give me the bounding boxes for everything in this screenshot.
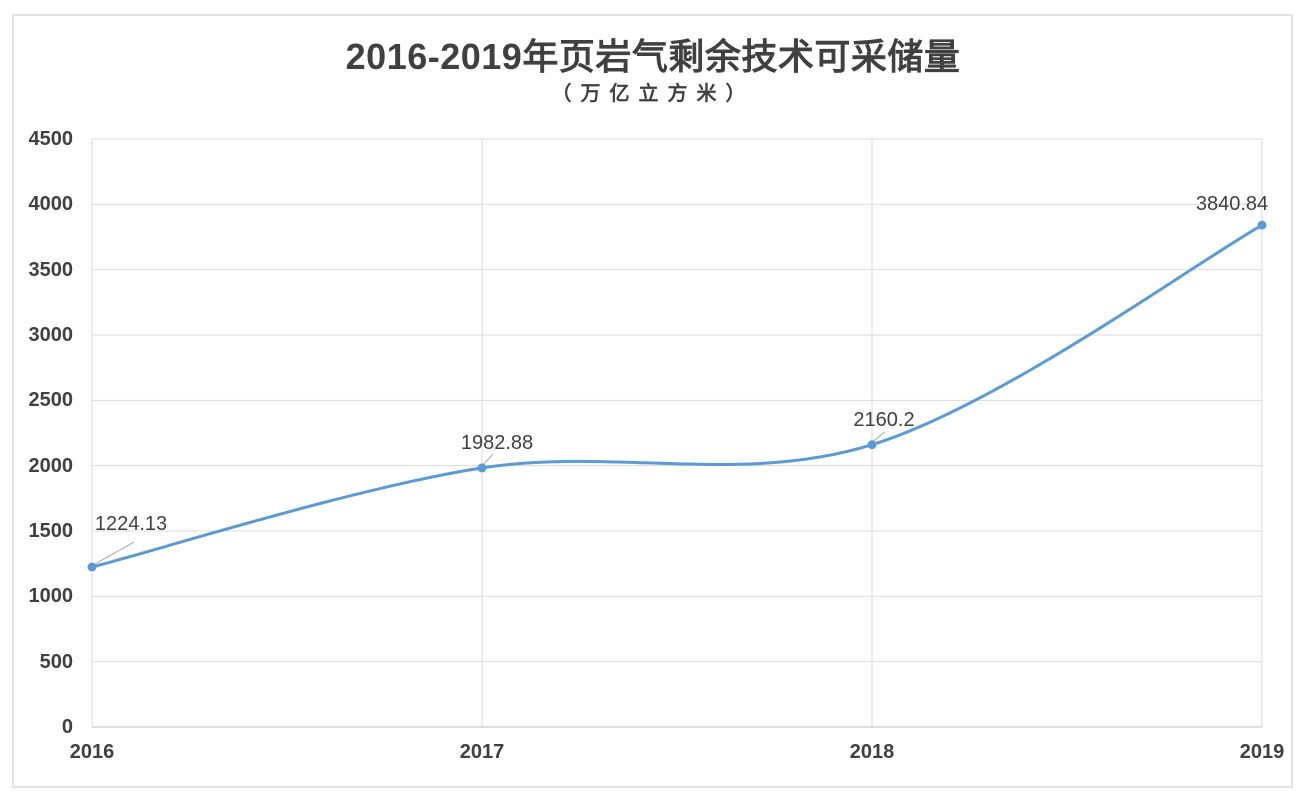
data-point-marker [867, 440, 877, 450]
series-line [90, 223, 1264, 569]
data-point-label: 1982.88 [460, 431, 534, 454]
data-point-marker [1257, 220, 1267, 230]
chart-title: 2016-2019年页岩气剩余技术可采储量 [345, 36, 961, 77]
data-point-marker [87, 562, 97, 572]
y-axis-tick-label: 2000 [28, 454, 74, 477]
x-axis-tick-label: 2016 [69, 741, 115, 763]
x-axis-tick-label: 2017 [459, 741, 505, 763]
y-axis-tick-label: 4000 [28, 193, 74, 216]
x-axis-tick-label: 2019 [1239, 741, 1285, 763]
y-axis-tick-label: 0 [61, 716, 73, 738]
label-leader-line [873, 431, 886, 442]
y-axis-tick-label: 4500 [28, 128, 74, 150]
x-axis-tick-label: 2018 [849, 741, 895, 763]
data-point-marker [477, 463, 487, 473]
data-point-label: 2160.2 [853, 408, 915, 431]
y-axis-tick-label: 1000 [28, 585, 74, 608]
y-axis-tick-label: 3500 [28, 258, 74, 281]
label-leader-line [94, 541, 135, 565]
label-leader-line [483, 453, 494, 465]
chart-frame [12, 14, 1293, 788]
data-point-label: 1224.13 [94, 513, 168, 536]
y-axis-tick-label: 500 [39, 650, 73, 673]
y-axis-tick-label: 3000 [28, 324, 74, 346]
chart-subtitle: （万亿立方米） [551, 83, 755, 105]
y-axis-tick-label: 1500 [28, 520, 74, 542]
y-axis-tick-label: 2500 [28, 389, 74, 412]
data-point-label: 3840.84 [1195, 193, 1269, 216]
